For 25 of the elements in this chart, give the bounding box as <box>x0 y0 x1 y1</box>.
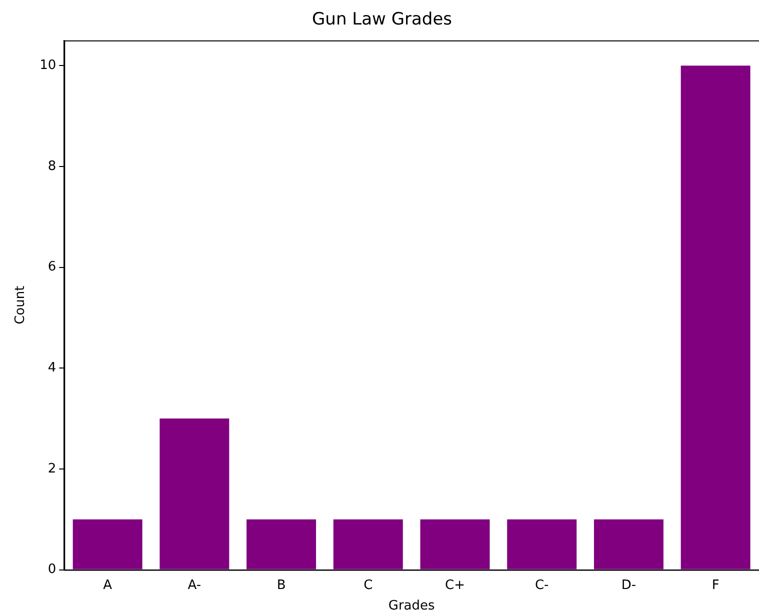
bar <box>333 519 403 570</box>
y-tick-label: 10 <box>40 58 56 73</box>
x-tick-label: F <box>712 578 720 593</box>
bar <box>680 66 750 570</box>
x-tick-label: A- <box>188 578 202 593</box>
y-tick-label: 6 <box>48 260 56 275</box>
x-tick-label: C- <box>534 578 550 593</box>
bar <box>420 519 490 570</box>
x-tick-label: C <box>364 578 373 593</box>
bar <box>72 519 142 570</box>
x-tick-label: C+ <box>445 578 465 593</box>
y-tick-label: 4 <box>48 360 56 376</box>
x-tick-label: A <box>103 578 112 593</box>
chart-title: Gun Law Grades <box>312 10 452 30</box>
x-tick-label: D- <box>621 578 636 593</box>
x-tick-label: B <box>276 578 286 593</box>
y-tick-label: 8 <box>48 158 56 174</box>
y-tick-label: 2 <box>48 461 56 476</box>
bar <box>507 519 577 570</box>
bar <box>160 418 230 570</box>
bar <box>594 519 664 570</box>
y-tick-label: 0 <box>48 562 56 578</box>
x-axis-title: Grades <box>388 598 435 614</box>
y-axis-title: Count <box>13 286 28 324</box>
bar <box>246 519 316 570</box>
